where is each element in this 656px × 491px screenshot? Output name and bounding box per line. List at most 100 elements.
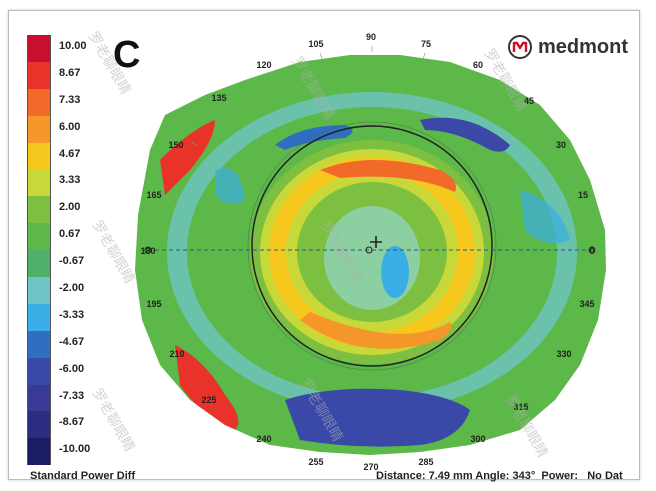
legend-label: 8.67	[59, 66, 81, 79]
meridian-endpoint-left	[144, 246, 152, 254]
meridian-endpoint-right	[588, 246, 596, 254]
legend-swatch	[27, 88, 51, 116]
angle-label-345: 345	[579, 299, 594, 309]
inferior-blue-zone	[285, 388, 470, 447]
temporal-cyan-zone	[215, 168, 245, 204]
medmont-logo-icon	[508, 35, 532, 59]
angle-label-240: 240	[256, 434, 271, 444]
legend-row: 8.67	[27, 61, 147, 89]
angle-label-180: 180	[140, 246, 155, 256]
angle-label-135: 135	[211, 93, 226, 103]
angle-label-255: 255	[308, 457, 323, 467]
inferotemporal-red-zone	[175, 345, 239, 430]
vertex-crosshair-icon	[370, 236, 382, 248]
legend-label: -7.33	[59, 389, 85, 402]
legend-swatch	[27, 303, 51, 331]
legend-row: 3.33	[27, 169, 147, 197]
legend-swatch	[27, 357, 51, 385]
legend-label: -8.67	[59, 416, 85, 429]
angle-label-285: 285	[418, 457, 433, 467]
legend-label: -2.00	[59, 282, 85, 295]
legend-swatch	[27, 61, 51, 89]
legend-row: -8.67	[27, 411, 147, 439]
central-blue-spot	[381, 246, 409, 298]
angle-label-225: 225	[201, 395, 216, 405]
svg-text:罗老聊眼睛: 罗老聊眼睛	[89, 386, 138, 455]
legend-label: 0.67	[59, 228, 81, 241]
superior-red-arc	[320, 160, 456, 192]
legend-swatch	[27, 115, 51, 143]
angle-label-270: 270	[363, 462, 378, 472]
angle-label-300: 300	[470, 434, 485, 444]
pupil-outline	[251, 125, 493, 367]
inferior-orange-arc	[300, 312, 452, 349]
legend-row: 10.00	[27, 35, 147, 62]
pupil-outline-secondary	[247, 121, 497, 371]
legend-label: 7.33	[59, 93, 81, 106]
legend-row: -2.00	[27, 277, 147, 304]
legend-row: -4.67	[27, 330, 147, 358]
legend-swatch	[27, 223, 51, 251]
legend-swatch	[27, 277, 51, 304]
legend-swatch	[27, 438, 51, 466]
map-type-label: Standard Power Diff	[30, 470, 136, 482]
legend-row: -7.33	[27, 384, 147, 412]
legend-label: -4.67	[59, 335, 85, 348]
angle-label-210: 210	[169, 349, 184, 359]
angle-label-315: 315	[513, 402, 528, 412]
superior-blue-zone-left	[275, 125, 353, 150]
angle-label-165: 165	[146, 190, 161, 200]
legend-row: -6.00	[27, 357, 147, 385]
legend-swatch	[27, 142, 51, 170]
legend-label: 2.00	[59, 201, 81, 214]
panel-label: C	[113, 34, 141, 76]
brand-name: medmont	[538, 35, 628, 58]
svg-text:罗老聊眼睛: 罗老聊眼睛	[89, 218, 138, 287]
svg-text:罗老聊眼睛: 罗老聊眼睛	[85, 29, 134, 98]
cursor-readout: Distance: 7.49 mm Angle: 343° Power: No …	[376, 470, 623, 482]
legend-row: 4.67	[27, 142, 147, 170]
topography-surface	[135, 55, 606, 455]
legend-label: 10.00	[59, 40, 87, 52]
brand: medmont	[508, 34, 628, 60]
legend-swatch	[27, 384, 51, 412]
legend-row: 6.00	[27, 115, 147, 143]
legend-label: 4.67	[59, 147, 81, 160]
angle-label-195: 195	[146, 299, 161, 309]
superotemporal-red-zone	[160, 120, 215, 195]
superior-blue-zone-right	[420, 117, 510, 152]
legend-label: 6.00	[59, 120, 81, 133]
legend-row: -0.67	[27, 250, 147, 278]
legend-label: -6.00	[59, 362, 85, 375]
angle-labels: 9075604530150345330315300285270255240225…	[140, 32, 594, 472]
legend-swatch	[27, 411, 51, 439]
legend-row: -3.33	[27, 303, 147, 331]
legend-label: -3.33	[59, 308, 85, 321]
angle-label-120: 120	[256, 60, 271, 70]
legend-label: -0.67	[59, 255, 85, 268]
legend-label: -10.00	[59, 443, 91, 456]
legend-swatch	[27, 35, 51, 62]
angle-label-15: 15	[578, 190, 588, 200]
angle-label-150: 150	[168, 140, 183, 150]
angle-label-90: 90	[366, 32, 376, 42]
legend-swatch	[27, 169, 51, 197]
nasal-cyan-zone	[520, 190, 570, 244]
legend-row: 7.33	[27, 88, 147, 116]
legend-swatch	[27, 250, 51, 278]
legend-label: 3.33	[59, 174, 81, 187]
angle-label-330: 330	[556, 349, 571, 359]
legend-row: 2.00	[27, 196, 147, 224]
legend-row: 0.67	[27, 223, 147, 251]
legend-row: -10.00	[27, 438, 147, 466]
pupil-center-marker	[365, 246, 373, 254]
angle-tick-marks	[171, 46, 573, 198]
angle-label-105: 105	[308, 39, 323, 49]
angle-label-45: 45	[524, 96, 534, 106]
angle-label-0: 0	[589, 246, 594, 256]
legend-swatch	[27, 330, 51, 358]
color-scale-legend: 10.00 8.67 7.33 6.00 4.67 3.33 2.00 0.67 -0.67 -2…	[27, 35, 147, 466]
angle-label-60: 60	[473, 60, 483, 70]
legend-swatch	[27, 196, 51, 224]
